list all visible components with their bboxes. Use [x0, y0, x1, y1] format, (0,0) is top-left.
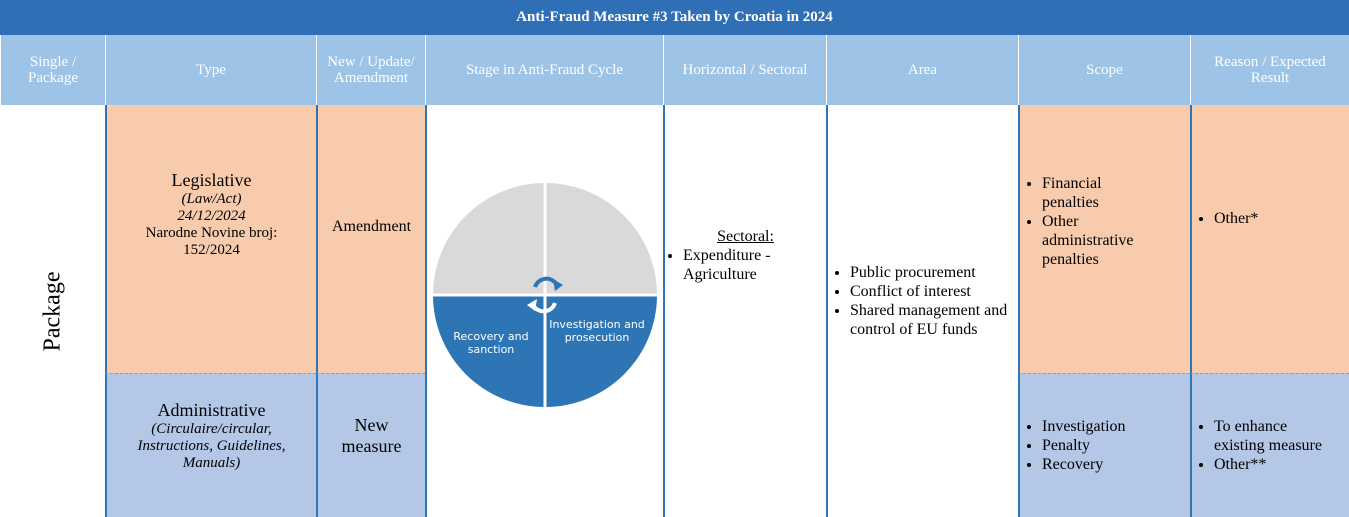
stage-cell: Recovery and sanction Investigation and …: [425, 105, 663, 517]
scope-cell: InvestigationPenaltyRecovery: [1018, 373, 1190, 517]
arrow-head: [527, 299, 537, 311]
reference: Narodne Novine broj: 152/2024: [145, 224, 278, 258]
type-cell: Legislative (Law/Act) 24/12/2024 Narodne…: [105, 105, 316, 373]
reason-cell: Other*: [1190, 105, 1349, 373]
scope-cell: Financial penaltiesOther administrative …: [1018, 105, 1190, 373]
package-cell: Package: [0, 105, 105, 517]
type: Legislative: [171, 169, 252, 190]
package: Package: [39, 271, 65, 351]
title: Anti-Fraud Measure #3 Taken by Croatia i…: [0, 0, 1349, 35]
reason-list: To enhance existing measureOther**: [1196, 417, 1324, 475]
new-update: Amendment: [331, 217, 412, 235]
list-item: Shared management and control of EU fund…: [850, 301, 1020, 339]
horizontal-list: Expenditure - Agriculture: [665, 246, 826, 284]
header: Area: [826, 35, 1018, 105]
list-item: Investigation: [1042, 417, 1126, 436]
segment-label: Recovery and sanction: [453, 330, 529, 356]
reason-list: Other*: [1196, 209, 1258, 228]
list-item: Public procurement: [850, 263, 1020, 282]
area-cell: Public procurementConflict of interestSh…: [826, 105, 1018, 517]
list-item: Penalty: [1042, 436, 1126, 455]
list-item: Financial penalties: [1042, 174, 1162, 212]
list-item: Other**: [1214, 455, 1324, 474]
list-item: Other administrative penalties: [1042, 212, 1162, 270]
header: Stage in Anti-Fraud Cycle: [425, 35, 663, 105]
header: Reason / Expected Result: [1190, 35, 1349, 105]
list-item: Other*: [1214, 209, 1258, 228]
type-detail: (Law/Act): [181, 190, 242, 207]
arrow-head: [553, 279, 563, 291]
scope-list: InvestigationPenaltyRecovery: [1024, 417, 1126, 475]
type-cell: Administrative (Circulaire/circular, Ins…: [105, 373, 316, 517]
scope-list: Financial penaltiesOther administrative …: [1024, 174, 1162, 270]
segment-label: Investigation and prosecution: [549, 318, 645, 344]
horizontal-label: Sectoral:: [717, 227, 774, 245]
new-cell: Amendment: [316, 105, 425, 373]
header: Scope: [1018, 35, 1190, 105]
list-item: To enhance existing measure: [1214, 417, 1324, 455]
list-item: Recovery: [1042, 455, 1126, 474]
type-detail: (Circulaire/circular, Instructions, Guid…: [137, 420, 286, 471]
reason-cell: To enhance existing measureOther**: [1190, 373, 1349, 517]
date: 24/12/2024: [177, 207, 246, 224]
header: New / Update/ Amendment: [316, 35, 425, 105]
area-list: Public procurementConflict of interestSh…: [832, 263, 1020, 340]
horizontal-cell: Sectoral: Expenditure - Agriculture: [663, 105, 826, 517]
header: Type: [105, 35, 316, 105]
type: Administrative: [157, 399, 266, 420]
list-item: Conflict of interest: [850, 282, 1020, 301]
header: Horizontal / Sectoral: [663, 35, 826, 105]
list-item: Expenditure - Agriculture: [683, 246, 826, 284]
cycle-diagram: Recovery and sanction Investigation and …: [433, 183, 657, 407]
header: Single / Package: [0, 35, 105, 105]
new-cell: New measure: [316, 373, 425, 517]
new-update: New measure: [341, 414, 402, 456]
